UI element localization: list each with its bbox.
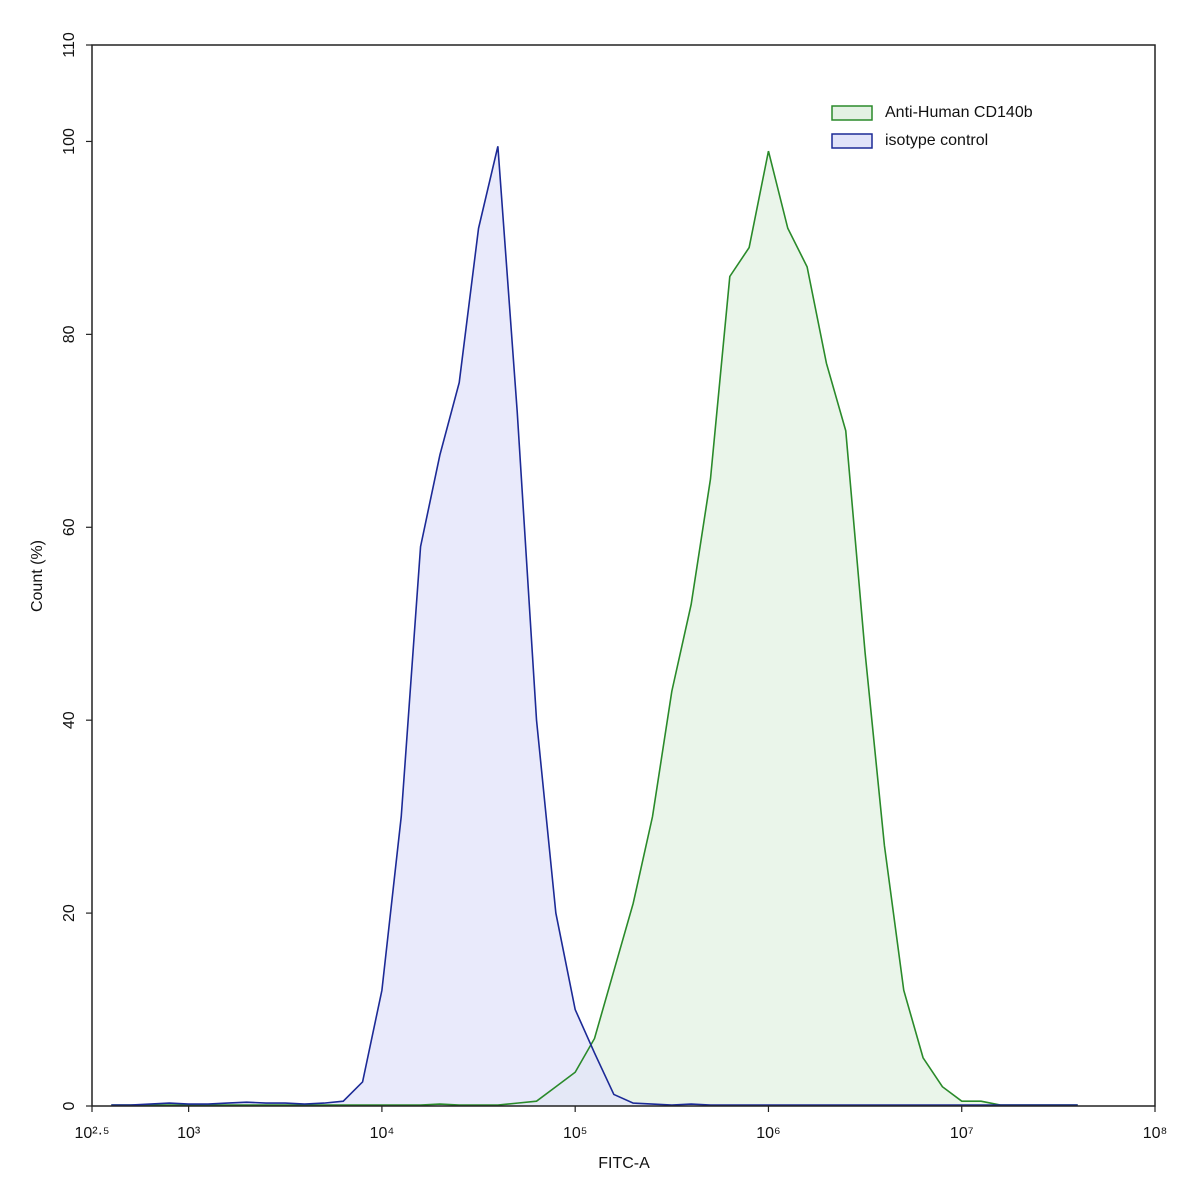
area-fill (111, 146, 1078, 1106)
legend-label: Anti-Human CD140b (885, 104, 1033, 121)
area-line (111, 146, 1078, 1106)
y-tick-label: 0 (61, 1101, 78, 1110)
x-tick-label: 10³ (177, 1125, 201, 1142)
plot-frame (91, 44, 1156, 1107)
y-tick-label: 100 (61, 128, 78, 155)
y-tick-label: 40 (61, 711, 78, 729)
x-tick-label: 10²·⁵ (74, 1125, 109, 1142)
y-tick-label: 20 (61, 904, 78, 922)
area-line (111, 150, 1078, 1106)
area-fill (111, 151, 1078, 1107)
x-tick-label: 10⁵ (563, 1125, 587, 1142)
x-tick-label: 10⁶ (756, 1125, 780, 1142)
x-axis-label: FITC-A (598, 1155, 650, 1172)
y-tick-label: 80 (61, 325, 78, 343)
y-axis-label: Count (%) (29, 540, 46, 612)
legend-swatch (831, 105, 873, 121)
x-tick-label: 10⁷ (950, 1125, 974, 1142)
x-tick-label: 10⁸ (1143, 1125, 1168, 1142)
y-tick-label: 60 (61, 518, 78, 536)
x-tick-label: 10⁴ (370, 1125, 395, 1142)
legend-label: isotype control (885, 132, 988, 149)
y-tick-label: 110 (61, 32, 78, 58)
legend-swatch (831, 133, 873, 149)
